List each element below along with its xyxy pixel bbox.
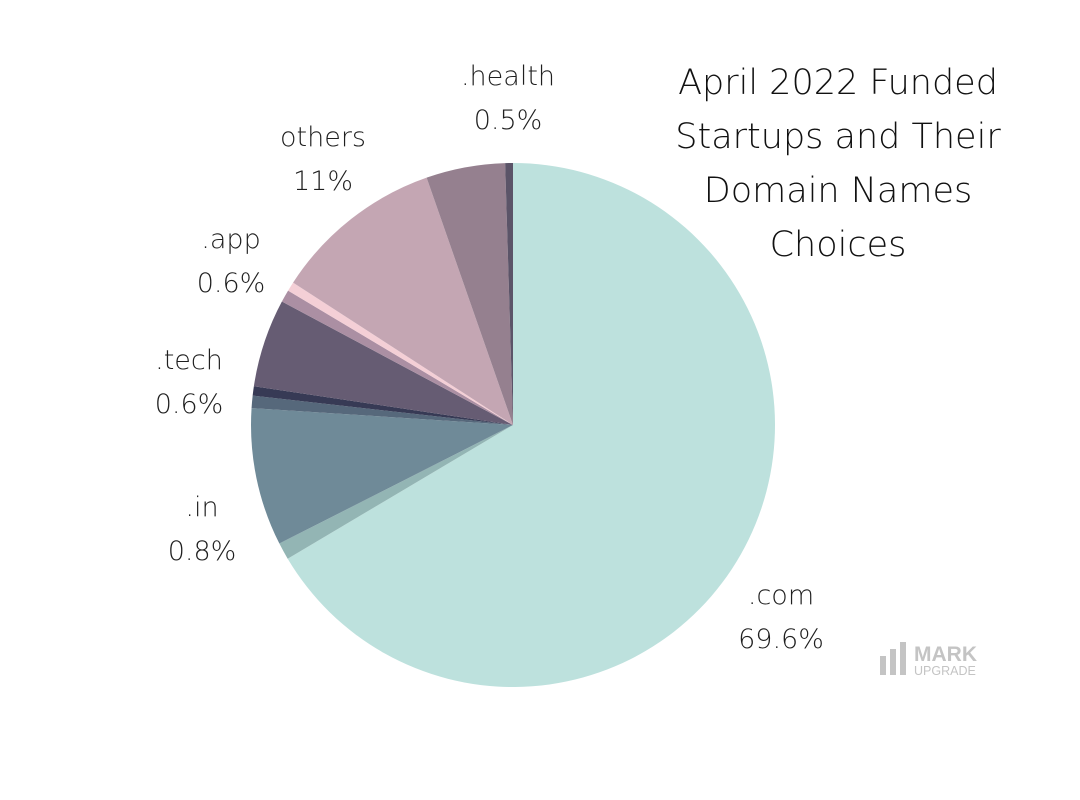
slice-label-in: .in xyxy=(185,492,218,523)
slice-value-others: 11% xyxy=(293,166,353,197)
pie-slices xyxy=(251,163,776,687)
pie-slice-unlabeled-9 xyxy=(426,163,513,425)
logo-text-mark: MARK xyxy=(914,643,977,666)
slice-value-com: 69.6% xyxy=(738,624,824,655)
markupgrade-logo: MARK UPGRADE xyxy=(880,642,977,678)
logo-text-upgrade: UPGRADE xyxy=(914,664,976,678)
chart-title-line-1: April 2022 Funded xyxy=(678,63,998,103)
logo-bar-1 xyxy=(880,656,886,675)
slice-value-app: 0.6% xyxy=(197,268,266,299)
logo-bar-3 xyxy=(900,642,906,675)
pie-slice-unlabeled-5 xyxy=(253,301,513,425)
slice-value-tech: 0.6% xyxy=(155,389,224,420)
pie-slice-others xyxy=(293,177,513,425)
slice-label-health: .health xyxy=(461,61,555,92)
pie-slice-in xyxy=(251,395,514,425)
chart-title-line-3: Domain Names xyxy=(704,171,972,211)
pie-slice-app xyxy=(288,282,513,425)
logo-bar-2 xyxy=(890,649,896,675)
slice-label-app: .app xyxy=(201,224,260,255)
slice-labels: .com 69.6% .in 0.8% .tech 0.6% .app 0.6% others 1… xyxy=(155,61,824,655)
pie-slice-com xyxy=(287,163,776,687)
pie-slice-health xyxy=(505,163,513,425)
slice-label-tech: .tech xyxy=(155,345,223,376)
slice-value-in: 0.8% xyxy=(168,536,237,567)
slice-label-com: .com xyxy=(748,580,814,611)
pie-slice-unlabeled-2 xyxy=(251,408,513,544)
slice-label-others: others xyxy=(280,122,366,153)
pie-slice-unlabeled-6 xyxy=(281,290,513,425)
chart-title-line-4: Choices xyxy=(770,225,907,265)
slice-value-health: 0.5% xyxy=(474,105,543,136)
pie-slice-unlabeled-1 xyxy=(279,425,513,559)
pie-slice-tech xyxy=(252,386,513,425)
chart-title-line-2: Startups and Their xyxy=(675,117,1001,157)
